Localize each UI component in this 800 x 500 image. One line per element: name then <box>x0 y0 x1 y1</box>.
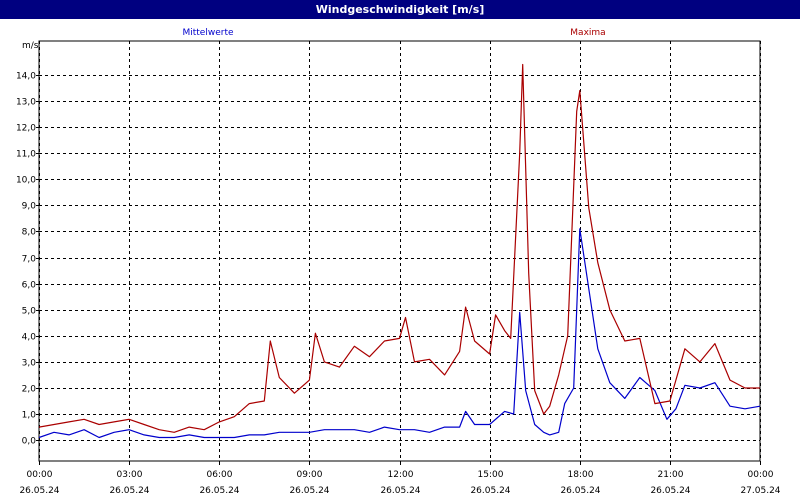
series-line-maxima <box>38 63 760 433</box>
x-tick-time-label: 00:00 <box>27 470 53 480</box>
y-tick-label: 5,0 <box>22 307 37 317</box>
y-tick-label: 8,0 <box>22 228 37 238</box>
axes: 0,0 1,0 2,0 3,0 4,0 5,0 6,0 7,0 8,0 9,0 10,0 11,0 12… <box>16 72 781 497</box>
y-tick-label: 7,0 <box>22 255 37 265</box>
x-tick-date-label: 26.05.24 <box>19 486 59 496</box>
x-tick-date-label: 26.05.24 <box>650 486 690 496</box>
y-tick-label: 3,0 <box>22 359 37 369</box>
x-tick-time-label: 21:00 <box>658 470 684 480</box>
x-tick-date-label: 27.05.24 <box>740 486 780 496</box>
y-tick-label: 13,0 <box>16 98 36 108</box>
x-tick-time-label: 12:00 <box>388 470 414 480</box>
series-lines <box>38 63 761 439</box>
y-axis-unit-label: m/s <box>22 41 39 51</box>
x-tick-date-label: 26.05.24 <box>470 486 510 496</box>
x-tick-date-label: 26.05.24 <box>289 486 329 496</box>
y-tick-label: 2,0 <box>22 385 37 395</box>
y-tick-label: 6,0 <box>22 281 37 291</box>
series-line-mittelwerte <box>38 228 761 439</box>
x-tick-time-label: 18:00 <box>568 470 594 480</box>
y-tick-label: 10,0 <box>16 176 36 186</box>
x-tick-time-label: 09:00 <box>297 470 323 480</box>
x-tick-date-label: 26.05.24 <box>380 486 420 496</box>
x-tick-date-label: 26.05.24 <box>109 486 149 496</box>
x-tick-time-label: 00:00 <box>748 470 774 480</box>
y-tick-label: 0,0 <box>22 437 37 447</box>
x-tick-time-label: 03:00 <box>117 470 143 480</box>
y-tick-label: 9,0 <box>22 202 37 212</box>
x-tick-date-label: 26.05.24 <box>560 486 600 496</box>
y-tick-label: 1,0 <box>22 411 37 421</box>
plot-frame <box>38 40 761 462</box>
window-title-bar: Windgeschwindigkeit [m/s] <box>0 0 800 19</box>
grid-lines <box>39 41 761 461</box>
x-tick-date-label: 26.05.24 <box>199 486 239 496</box>
x-tick-time-label: 06:00 <box>207 470 233 480</box>
legend-maxima: Maxima <box>570 28 605 38</box>
y-tick-label: 14,0 <box>16 72 36 82</box>
x-tick-time-label: 15:00 <box>478 470 504 480</box>
y-tick-label: 11,0 <box>16 150 36 160</box>
legend-mittelwerte: Mittelwerte <box>182 28 233 38</box>
y-tick-label: 4,0 <box>22 333 37 343</box>
y-tick-label: 12,0 <box>16 124 36 134</box>
